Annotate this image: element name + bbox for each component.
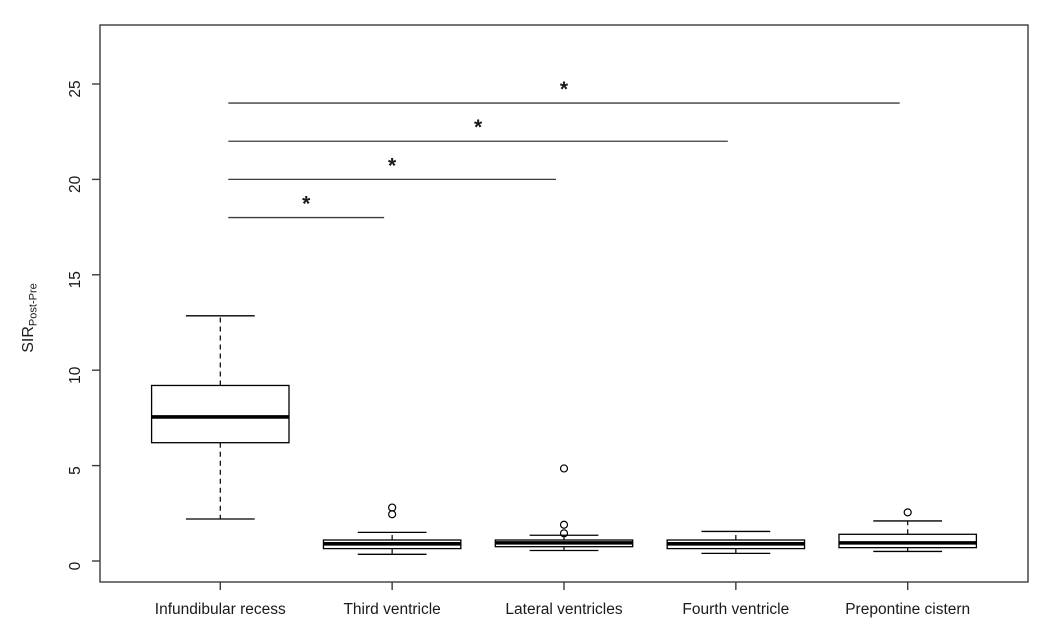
y-tick-label: 5: [67, 466, 84, 475]
y-axis-label: SIRPost-Pre: [20, 283, 40, 352]
outlier-point: [388, 510, 397, 519]
significance-asterisk: *: [388, 154, 397, 177]
y-tick-label: 15: [67, 271, 84, 288]
outlier-point: [903, 508, 912, 517]
significance-asterisk: *: [474, 116, 483, 139]
y-tick-label: 10: [67, 366, 84, 384]
significance-bar-3: *: [228, 116, 728, 142]
box-infundibular-recess: [150, 315, 290, 520]
y-axis: 0 5 10 15 20 25: [67, 80, 100, 570]
outlier-point: [559, 520, 569, 529]
outlier-point: [559, 464, 569, 473]
y-tick-label: 0: [67, 561, 84, 570]
significance-bar-1: *: [228, 193, 385, 219]
x-tick-label: Fourth ventricle: [682, 601, 789, 618]
y-axis-label-subscript: Post-Pre: [28, 283, 40, 326]
x-tick-label: Third ventricle: [343, 601, 440, 618]
x-tick-label: Infundibular recess: [155, 601, 286, 618]
significance-asterisk: *: [560, 78, 569, 101]
y-tick-label: 20: [67, 175, 84, 193]
box-lateral-ventricles: [494, 464, 634, 552]
iqr-box: [150, 384, 290, 444]
y-axis-label-main: SIR: [20, 326, 37, 353]
plot-border: [99, 24, 1029, 583]
y-tick-label: 25: [67, 80, 84, 97]
box-fourth-ventricle: [666, 530, 806, 555]
outlier-point: [559, 529, 569, 538]
significance-bar-4: *: [228, 78, 900, 104]
x-tick-label: Lateral ventricles: [505, 601, 622, 618]
x-axis: Infundibular recess Third ventricle Latera…: [155, 582, 970, 618]
box-prepontine-cistern: [838, 508, 978, 553]
outlier-point: [388, 503, 397, 512]
box-third-ventricle: [322, 503, 462, 555]
significance-asterisk: *: [302, 193, 311, 216]
x-tick-label: Prepontine cistern: [845, 601, 970, 618]
iqr-box: [838, 533, 978, 549]
significance-bar-2: *: [228, 154, 556, 181]
